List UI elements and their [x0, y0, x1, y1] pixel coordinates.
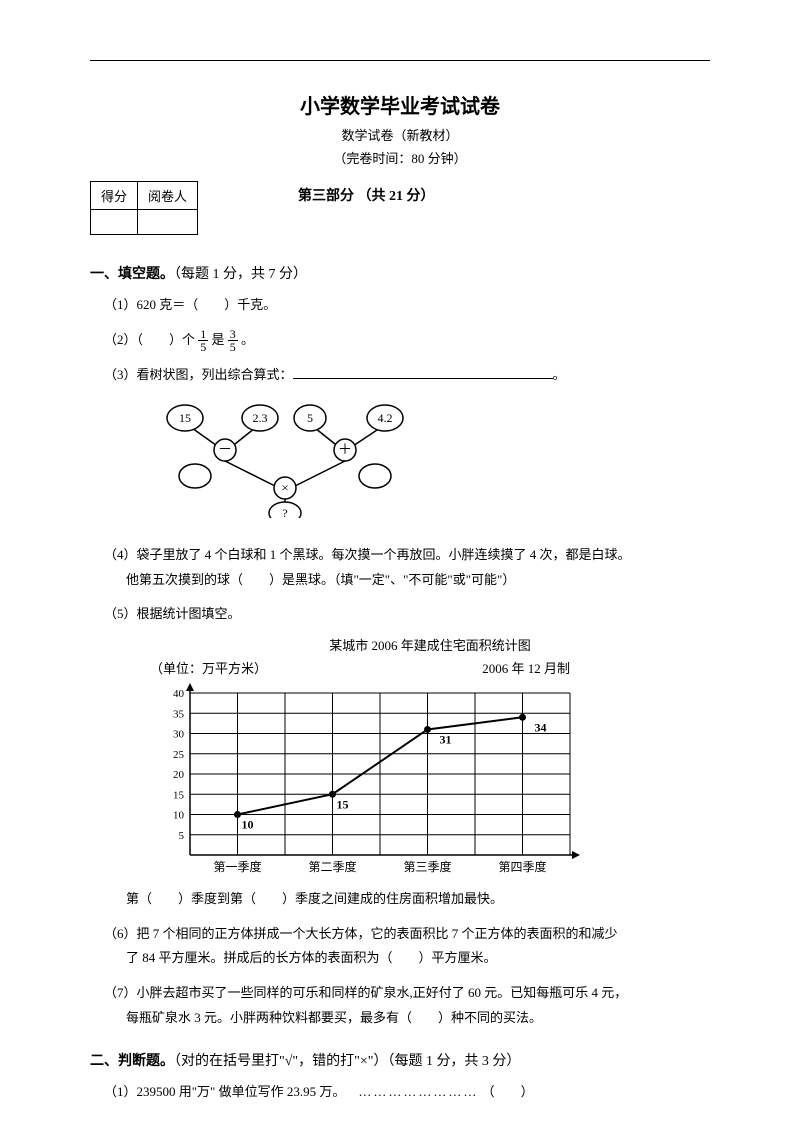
score-cell-2 [138, 210, 198, 235]
fraction-2: 35 [228, 328, 238, 353]
tree-qm: ? [282, 506, 287, 518]
judge-q1: （1）239500 用"万" 做单位写作 23.95 万。 …………………… （… [90, 1080, 710, 1105]
question-4b: 他第五次摸到的球（ ）是黑球。（填"一定"、"不可能"或"可能"） [90, 568, 710, 593]
section-1-label: 一、填空题。 [90, 267, 174, 282]
tree-op1: － [218, 443, 232, 458]
tree-n2: 2.3 [253, 411, 268, 425]
part-title: 第三部分 （共 21 分） [298, 185, 435, 205]
svg-text:第四季度: 第四季度 [498, 859, 546, 874]
q2-part-b: 是 [212, 332, 225, 347]
svg-text:30: 30 [173, 728, 185, 740]
svg-text:15: 15 [337, 797, 349, 811]
question-4a: （4）袋子里放了 4 个白球和 1 个黑球。每次摸一个再放回。小胖连续摸了 4 … [90, 543, 710, 568]
svg-text:第二季度: 第二季度 [308, 859, 356, 874]
question-3: （3）看树状图，列出综合算式： 。 [90, 363, 710, 388]
svg-text:20: 20 [173, 769, 185, 781]
q2-part-a: （2）（ ）个 [104, 332, 195, 347]
question-5: （5）根据统计图填空。 [90, 602, 710, 627]
subtitle-1: 数学试卷（新教材） [90, 125, 710, 144]
svg-text:15: 15 [173, 789, 185, 801]
svg-text:5: 5 [179, 830, 185, 842]
document-header: 小学数学毕业考试试卷 数学试卷（新教材） （完卷时间：80 分钟） [90, 90, 710, 167]
svg-text:10: 10 [242, 817, 254, 831]
question-1: （1）620 克＝（ ）千克。 [90, 293, 710, 318]
question-6b: 了 84 平方厘米。拼成后的长方体的表面积为（ ）平方厘米。 [90, 946, 710, 971]
svg-text:第一季度: 第一季度 [213, 859, 261, 874]
subtitle-2: （完卷时间：80 分钟） [90, 148, 710, 167]
svg-text:第三季度: 第三季度 [403, 859, 451, 874]
q3-end: 。 [553, 367, 566, 382]
q3-blank [293, 365, 553, 379]
section-1-heading: 一、填空题。（每题 1 分，共 7 分） [90, 263, 710, 283]
judge-dots: …………………… [358, 1084, 478, 1099]
score-table: 得分 阅卷人 [90, 181, 198, 235]
question-7a: （7）小胖去超市买了一些同样的可乐和同样的矿泉水,正好付了 60 元。已知每瓶可… [90, 981, 710, 1006]
question-5b: 第（ ）季度到第（ ）季度之间建成的住房面积增加最快。 [90, 887, 710, 912]
section-1-note: （每题 1 分，共 7 分） [174, 267, 307, 282]
score-section-row: 得分 阅卷人 第三部分 （共 21 分） [90, 181, 710, 235]
tree-op3: × [281, 480, 288, 495]
tree-n1: 15 [179, 411, 191, 425]
section-2-heading: 二、判断题。（对的在括号里打"√"，错的打"×"）（每题 1 分，共 3 分） [90, 1050, 710, 1070]
q3-text: （3）看树状图，列出综合算式： [104, 367, 293, 382]
chart-date: 2006 年 12 月制 [482, 658, 570, 677]
chart-title: 某城市 2006 年建成住宅面积统计图 [150, 635, 710, 654]
svg-text:35: 35 [173, 708, 185, 720]
tree-n3: 5 [307, 411, 313, 425]
question-2: （2）（ ）个 15 是 35 。 [90, 328, 710, 354]
question-7b: 每瓶矿泉水 3 元。小胖两种饮料都要买，最多有（ ）种不同的买法。 [90, 1006, 710, 1031]
question-6a: （6）把 7 个相同的正方体拼成一个大长方体，它的表面积比 7 个正方体的表面积… [90, 922, 710, 947]
q2-part-c: 。 [241, 332, 254, 347]
svg-text:10: 10 [173, 809, 185, 821]
svg-text:34: 34 [535, 720, 547, 734]
svg-text:25: 25 [173, 749, 185, 761]
section-2-note: （对的在括号里打"√"，错的打"×"）（每题 1 分，共 3 分） [174, 1054, 520, 1069]
tree-op2: ＋ [338, 443, 352, 458]
tree-diagram: 15 2.3 5 4.2 － ＋ × ? [150, 398, 430, 518]
tree-n4: 4.2 [378, 411, 393, 425]
judge-q1-text: （1）239500 用"万" 做单位写作 23.95 万。 [104, 1084, 345, 1099]
section-2-label: 二、判断题。 [90, 1054, 174, 1069]
fraction-1: 15 [198, 328, 208, 353]
main-title: 小学数学毕业考试试卷 [90, 90, 710, 119]
svg-text:40: 40 [173, 688, 185, 700]
line-chart: 5 10 15 20 25 30 35 40 第一季度 第二季度 第三季度 第四季度 10 15 31 34 [150, 683, 590, 883]
chart-unit: （单位：万平方米） [150, 658, 267, 677]
page-top-rule [90, 60, 710, 61]
score-header-2: 阅卷人 [138, 182, 198, 210]
svg-text:31: 31 [440, 732, 452, 746]
judge-paren: （ ） [482, 1084, 534, 1099]
chart-container: 某城市 2006 年建成住宅面积统计图 （单位：万平方米） 2006 年 12 … [150, 635, 710, 883]
score-header-1: 得分 [91, 182, 138, 210]
chart-meta: （单位：万平方米） 2006 年 12 月制 [150, 658, 570, 677]
score-cell-1 [91, 210, 138, 235]
